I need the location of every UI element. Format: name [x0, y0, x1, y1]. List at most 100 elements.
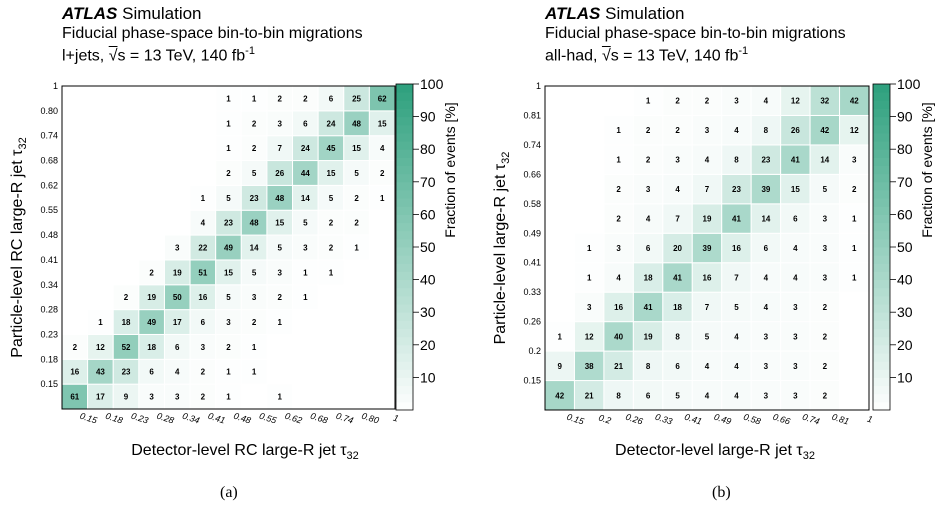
colorbar-segment	[396, 279, 413, 289]
heatmap-cell	[839, 114, 870, 146]
cell-value-label: 14	[301, 194, 310, 203]
colorbar-segment	[396, 320, 413, 329]
colorbar-segment	[396, 393, 413, 403]
heatmap-cell	[632, 173, 664, 205]
y-tick-label: 0.68	[40, 156, 58, 166]
colorbar-tick-label: 90	[420, 109, 436, 125]
cell-value-label: 4	[793, 273, 798, 282]
cell-value-label: 23	[250, 194, 259, 203]
heatmap-cell	[721, 321, 752, 352]
cell-value-label: 49	[147, 318, 156, 327]
x-tick-label: 0.41	[683, 412, 703, 427]
heatmap-cell	[240, 333, 268, 360]
cell-value-label: 16	[732, 244, 741, 253]
colorbar-segment	[873, 157, 890, 166]
colorbar-segment	[873, 141, 890, 150]
x-tick-label: 0.55	[258, 411, 279, 426]
heatmap-cell	[750, 321, 782, 352]
colorbar-segment	[873, 100, 890, 109]
cell-value-label: 4	[764, 273, 769, 282]
cell-value-label: 62	[378, 94, 387, 103]
cell-value-label: 15	[275, 219, 284, 228]
colorbar-segment	[873, 393, 890, 403]
cell-value-label: 7	[705, 185, 710, 194]
cell-value-label: 4	[201, 219, 206, 228]
heatmap-cell	[750, 380, 782, 411]
colorbar-segment	[873, 312, 890, 321]
cell-value-label: 12	[791, 97, 800, 106]
heatmap-cell	[632, 291, 664, 323]
colorbar-tick-label: 70	[897, 174, 913, 190]
colorbar-segment	[873, 328, 890, 338]
colorbar-segment	[873, 181, 890, 191]
heatmap-cell	[240, 234, 268, 261]
colorbar-segment	[873, 295, 890, 305]
cell-value-label: 3	[734, 97, 739, 106]
heatmap-cell	[215, 110, 242, 137]
heatmap-cell	[721, 173, 752, 205]
heatmap-cell	[215, 184, 242, 211]
heatmap-cell	[266, 110, 294, 137]
cell-value-label: 41	[673, 273, 682, 282]
heatmap-cell	[721, 350, 752, 382]
cell-value-label: 1	[329, 268, 334, 277]
heatmap-cell	[317, 259, 345, 286]
colorbar-segment	[873, 165, 890, 175]
y-tick-label: 0.48	[40, 230, 58, 240]
cell-value-label: 2	[201, 393, 206, 402]
heatmap-cell	[809, 291, 841, 323]
heatmap-cell	[343, 234, 370, 261]
colorbar-tick-label: 70	[420, 174, 436, 190]
heatmap-cell	[163, 333, 191, 360]
cell-value-label: 23	[732, 185, 741, 194]
cell-value-label: 5	[303, 219, 308, 228]
colorbar-segment	[873, 287, 890, 297]
cell-value-label: 5	[675, 391, 680, 400]
cell-value-label: 4	[175, 368, 180, 377]
heatmap-cell	[662, 321, 693, 352]
cell-value-label: 1	[226, 119, 231, 128]
heatmap-cell	[573, 350, 605, 382]
heatmap-cell	[632, 232, 664, 264]
y-tick-label: 0.66	[523, 169, 541, 179]
cell-value-label: 14	[761, 215, 770, 224]
y-axis-label: Particle-level large-R jet τ32	[492, 152, 512, 345]
cell-value-label: 3	[646, 185, 651, 194]
cell-value-label: 26	[791, 126, 800, 135]
colorbar-segment	[873, 116, 890, 126]
cell-value-label: 1	[587, 244, 592, 253]
heatmap-cell	[750, 262, 782, 293]
heatmap-cell	[368, 85, 396, 112]
colorbar-segment	[396, 198, 413, 207]
cell-value-label: 4	[793, 244, 798, 253]
cell-value-label: 48	[275, 194, 284, 203]
cell-value-label: 2	[646, 156, 651, 165]
heatmap-cell	[750, 350, 782, 382]
colorbar-segment	[873, 320, 890, 329]
cell-value-label: 16	[198, 293, 207, 302]
cell-value-label: 19	[173, 268, 182, 277]
heatmap-cell	[266, 184, 294, 211]
colorbar-tick-label: 30	[420, 304, 436, 320]
heatmap-cell	[292, 85, 319, 112]
colorbar-segment	[396, 328, 413, 338]
cell-value-label: 8	[616, 391, 621, 400]
colorbar-segment	[873, 132, 890, 142]
colorbar-tick-label: 30	[897, 304, 913, 320]
heatmap-cell	[809, 85, 841, 116]
chart-title: Fiducial phase-space bin-to-bin migratio…	[545, 25, 846, 42]
cell-value-label: 3	[587, 303, 592, 312]
heatmap-cell	[691, 85, 723, 116]
cell-value-label: 5	[278, 244, 283, 253]
cell-value-label: 4	[646, 215, 651, 224]
y-tick-label: 0.26	[523, 317, 541, 327]
colorbar-tick-label: 80	[420, 141, 436, 157]
cell-value-label: 3	[278, 119, 283, 128]
heatmap-chart-a: 61 17 9 3 3 2 1 116 43 23 6 4 2 1 12 12 52 18 6 3 2 11 18 49 17 6…	[9, 76, 458, 462]
cell-value-label: 49	[224, 244, 233, 253]
cell-value-label: 2	[354, 194, 359, 203]
cell-value-label: 44	[301, 169, 310, 178]
cell-value-label: 2	[823, 303, 828, 312]
y-tick-label: 0.62	[40, 180, 58, 190]
heatmap-cell	[780, 114, 811, 146]
